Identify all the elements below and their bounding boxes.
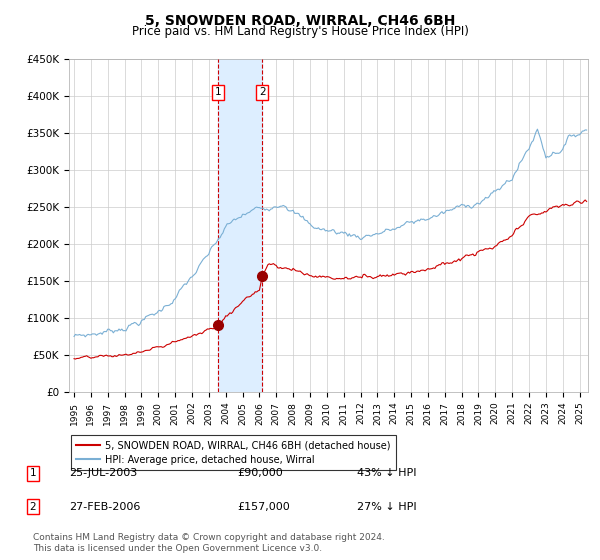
Text: 27% ↓ HPI: 27% ↓ HPI	[357, 502, 416, 512]
Text: 2: 2	[259, 87, 265, 97]
Text: 2: 2	[29, 502, 37, 512]
Text: 5, SNOWDEN ROAD, WIRRAL, CH46 6BH: 5, SNOWDEN ROAD, WIRRAL, CH46 6BH	[145, 14, 455, 28]
Text: £157,000: £157,000	[237, 502, 290, 512]
Legend: 5, SNOWDEN ROAD, WIRRAL, CH46 6BH (detached house), HPI: Average price, detached: 5, SNOWDEN ROAD, WIRRAL, CH46 6BH (detac…	[71, 435, 395, 470]
Bar	[218, 59, 262, 392]
Text: £90,000: £90,000	[237, 468, 283, 478]
Text: Contains HM Land Registry data © Crown copyright and database right 2024.
This d: Contains HM Land Registry data © Crown c…	[33, 533, 385, 553]
Text: Price paid vs. HM Land Registry's House Price Index (HPI): Price paid vs. HM Land Registry's House …	[131, 25, 469, 38]
Text: 1: 1	[215, 87, 221, 97]
Text: 43% ↓ HPI: 43% ↓ HPI	[357, 468, 416, 478]
Text: 1: 1	[29, 468, 37, 478]
Text: 27-FEB-2006: 27-FEB-2006	[69, 502, 140, 512]
Text: 25-JUL-2003: 25-JUL-2003	[69, 468, 137, 478]
